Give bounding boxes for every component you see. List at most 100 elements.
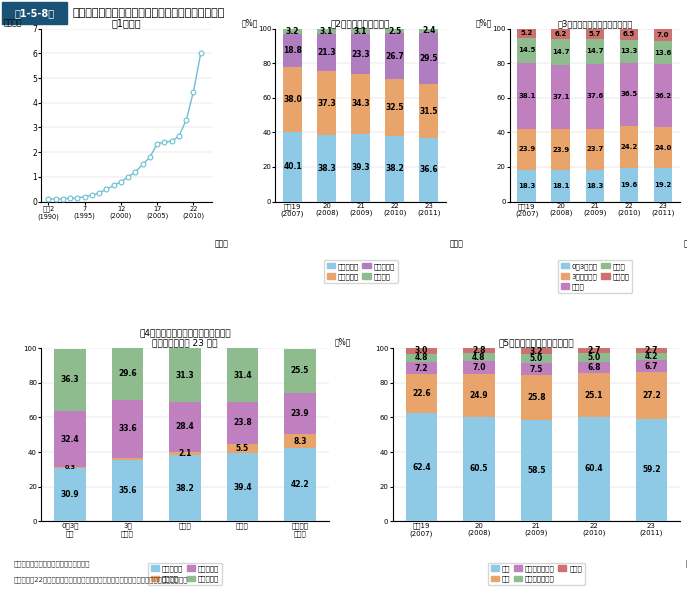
Text: （出典）厚生労働省「福祉行政報告例」: （出典）厚生労働省「福祉行政報告例」: [14, 560, 90, 567]
Text: 31.5: 31.5: [420, 107, 438, 116]
Bar: [654, 29, 673, 41]
Bar: [521, 354, 552, 362]
Bar: [585, 38, 605, 64]
Text: 26.7: 26.7: [385, 52, 404, 61]
Bar: [284, 392, 316, 434]
Point: [101, 184, 112, 194]
Text: 42.2: 42.2: [291, 480, 309, 489]
Bar: [635, 353, 667, 360]
Text: 32.5: 32.5: [385, 103, 404, 112]
Bar: [317, 29, 336, 34]
Text: 27.2: 27.2: [642, 391, 661, 400]
Text: 8.3: 8.3: [293, 437, 306, 446]
Bar: [283, 132, 302, 201]
Bar: [54, 349, 86, 412]
Text: 32.4: 32.4: [60, 435, 79, 444]
Point: [152, 139, 163, 149]
Text: 38.1: 38.1: [518, 93, 535, 99]
Point: [87, 190, 98, 200]
Text: 4.8: 4.8: [472, 353, 486, 362]
Text: 36.2: 36.2: [655, 93, 672, 99]
Bar: [463, 349, 495, 353]
Text: 29.5: 29.5: [420, 54, 438, 63]
Point: [166, 136, 177, 146]
Bar: [112, 458, 144, 459]
Text: 2.7: 2.7: [587, 346, 600, 355]
Bar: [585, 170, 605, 201]
Text: （年）: （年）: [215, 240, 229, 249]
Text: 39.3: 39.3: [351, 163, 370, 172]
Text: 24.0: 24.0: [655, 144, 672, 150]
Text: 23.9: 23.9: [291, 409, 309, 418]
Bar: [405, 413, 437, 521]
Point: [181, 115, 192, 125]
Bar: [169, 403, 201, 452]
Text: 6.8: 6.8: [587, 363, 600, 372]
Text: 5.5: 5.5: [236, 444, 249, 453]
Text: 14.7: 14.7: [586, 49, 604, 55]
Bar: [169, 349, 201, 403]
Text: 37.1: 37.1: [552, 94, 570, 100]
Text: 5.0: 5.0: [587, 353, 600, 362]
Bar: [578, 349, 609, 353]
Point: [72, 193, 83, 202]
Text: 2.4: 2.4: [422, 26, 436, 35]
Bar: [635, 349, 667, 353]
Bar: [54, 468, 86, 521]
Legend: 身体的虐待, 性的虐待, 心理的虐待, ネグレクト: 身体的虐待, 性的虐待, 心理的虐待, ネグレクト: [148, 562, 222, 585]
Bar: [351, 74, 370, 134]
Text: 36.3: 36.3: [60, 376, 79, 385]
Text: 3.2: 3.2: [286, 27, 300, 36]
Text: 37.3: 37.3: [317, 99, 336, 108]
Text: 39.4: 39.4: [233, 483, 252, 492]
Bar: [521, 362, 552, 376]
Text: 62.4: 62.4: [412, 463, 431, 472]
Bar: [405, 362, 437, 374]
Bar: [620, 63, 638, 126]
Bar: [420, 33, 438, 84]
Text: 6.7: 6.7: [644, 362, 658, 371]
Text: 25.8: 25.8: [527, 394, 545, 403]
Text: 児童相談所における児童虐待に関する相談対応件数: 児童相談所における児童虐待に関する相談対応件数: [73, 8, 225, 18]
Text: 3.2: 3.2: [530, 347, 543, 356]
Bar: [54, 412, 86, 467]
Bar: [283, 29, 302, 34]
Bar: [169, 452, 201, 455]
Bar: [227, 403, 258, 443]
Point: [130, 167, 141, 177]
Bar: [112, 400, 144, 458]
Text: 25.5: 25.5: [291, 366, 309, 375]
Text: 7.0: 7.0: [657, 32, 669, 38]
Bar: [521, 420, 552, 521]
Text: 23.9: 23.9: [518, 146, 535, 152]
Bar: [283, 34, 302, 66]
Bar: [654, 168, 673, 201]
Bar: [578, 373, 609, 417]
Bar: [578, 417, 609, 521]
Bar: [578, 353, 609, 362]
Text: 59.2: 59.2: [642, 465, 661, 474]
Bar: [552, 40, 570, 65]
Bar: [351, 29, 370, 34]
Bar: [578, 362, 609, 373]
Bar: [420, 138, 438, 201]
Bar: [420, 29, 438, 33]
Bar: [284, 434, 316, 448]
Text: 第1-5-8図: 第1-5-8図: [14, 8, 54, 18]
Text: 38.3: 38.3: [317, 164, 336, 173]
Bar: [227, 453, 258, 521]
Text: （注）平成22年度の数値は、東日本大震災の影響により、福島県を除いて集計したもの。: （注）平成22年度の数値は、東日本大震災の影響により、福島県を除いて集計したもの…: [14, 576, 188, 583]
Point: [144, 152, 155, 162]
Text: 38.2: 38.2: [385, 164, 404, 173]
Bar: [635, 372, 667, 419]
Text: 36.5: 36.5: [620, 91, 638, 97]
Point: [50, 194, 61, 204]
Text: 13.3: 13.3: [620, 49, 638, 55]
Text: 13.6: 13.6: [655, 50, 672, 56]
Bar: [112, 459, 144, 521]
Bar: [552, 170, 570, 201]
Bar: [635, 419, 667, 521]
Text: 18.3: 18.3: [586, 183, 604, 189]
Bar: [317, 34, 336, 71]
Bar: [517, 38, 536, 63]
